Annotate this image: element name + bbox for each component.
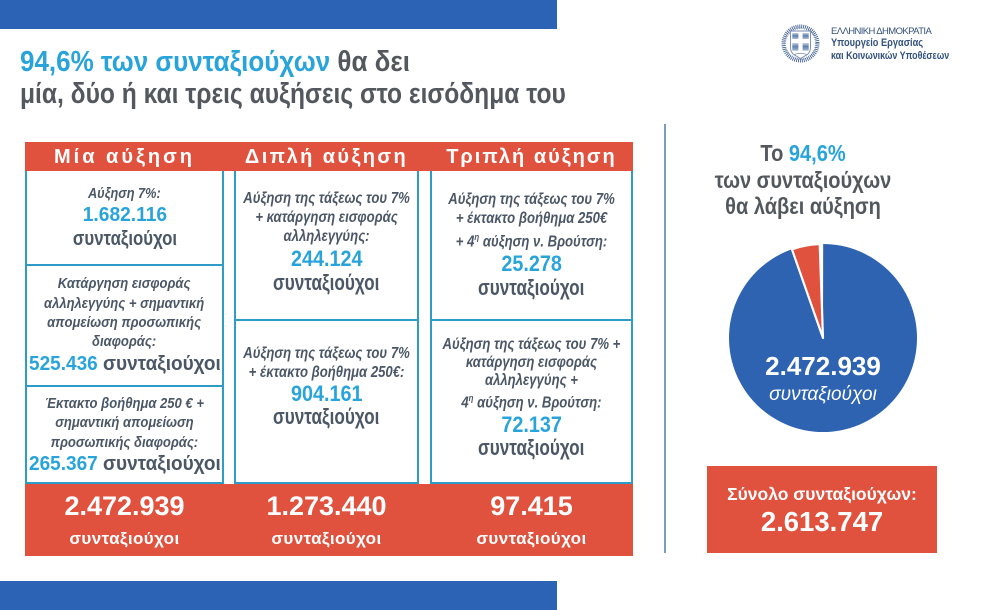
svg-text:2.472.939: 2.472.939 — [765, 351, 881, 381]
svg-text:συνταξιούχοι: συνταξιούχοι — [769, 384, 877, 405]
